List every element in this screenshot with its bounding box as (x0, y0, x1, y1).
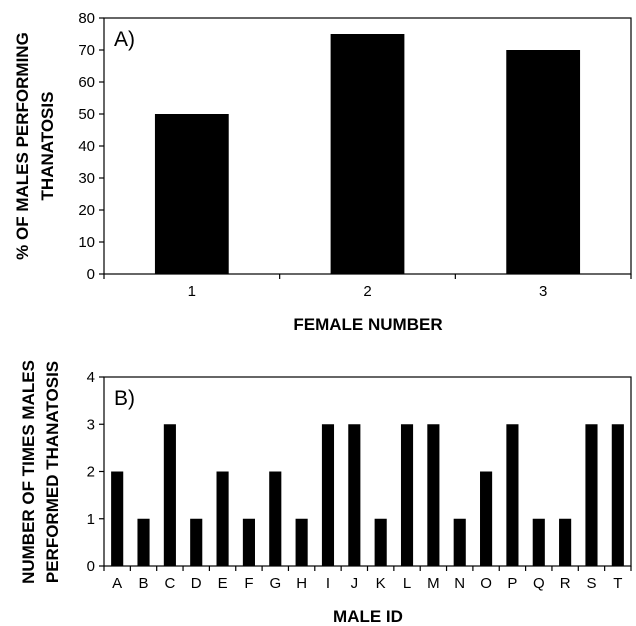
x-tick-label-b: J (351, 575, 359, 592)
bar-Q (532, 518, 545, 566)
chart-panel-a: A) FEMALE NUMBER % OF MALES PERFORMING T… (13, 10, 632, 334)
y-tick-label-a: 60 (78, 74, 95, 91)
bar-R (559, 518, 572, 566)
bar-H (295, 518, 308, 566)
x-tick-label-b: L (403, 575, 411, 592)
x-tick-label-b: H (296, 575, 307, 592)
x-tick-label-b: R (560, 575, 571, 592)
x-tick-label-b: T (613, 575, 622, 592)
x-tick-label-b: M (427, 575, 440, 592)
bar-A (111, 471, 124, 566)
bar-2 (330, 34, 405, 274)
y-axis-title-a-line2: THANATOSIS (38, 92, 57, 201)
bar-K (374, 518, 387, 566)
x-tick-label-b: D (191, 575, 202, 592)
y-tick-label-a: 0 (87, 266, 95, 283)
x-tick-label-b: I (326, 575, 330, 592)
x-tick-label-b: C (164, 575, 175, 592)
y-axis-title-b-line1: NUMBER OF TIMES MALES (19, 360, 38, 584)
y-tick-label-a: 70 (78, 42, 95, 59)
chart-panel-b: B) MALE ID NUMBER OF TIMES MALES PERFORM… (19, 360, 632, 626)
bar-F (242, 518, 255, 566)
y-axis-title-b-line2: PERFORMED THANATOSIS (43, 361, 62, 583)
y-tick-label-b: 2 (87, 464, 95, 481)
y-tick-label-a: 10 (78, 234, 95, 251)
bar-T (611, 424, 624, 566)
y-tick-label-a: 40 (78, 138, 95, 155)
plot-area-b (103, 376, 632, 567)
x-tick-label-b: G (269, 575, 281, 592)
x-tick-label-b: B (139, 575, 149, 592)
y-tick-label-b: 1 (87, 511, 95, 528)
x-tick-label-b: O (480, 575, 492, 592)
bar-L (400, 424, 414, 566)
bar-I (321, 424, 335, 566)
x-tick-label-b: K (376, 575, 386, 592)
x-tick-label-b: N (454, 575, 465, 592)
y-tick-label-b: 3 (87, 416, 95, 433)
y-tick-label-a: 50 (78, 106, 95, 123)
x-tick-label-b: P (507, 575, 517, 592)
panel-label-a: A) (114, 28, 135, 51)
y-tick-label-a: 20 (78, 202, 95, 219)
bar-E (216, 471, 229, 566)
y-tick-label-b: 0 (87, 558, 95, 575)
bar-N (453, 518, 466, 566)
x-tick-label-a: 3 (539, 283, 547, 300)
bar-P (506, 424, 519, 566)
panel-label-b: B) (114, 387, 135, 410)
x-axis-title-a: FEMALE NUMBER (293, 315, 442, 334)
x-tick-label-b: F (244, 575, 253, 592)
bar-D (190, 518, 203, 566)
x-tick-label-b: Q (533, 575, 545, 592)
x-tick-label-a: 1 (188, 283, 196, 300)
bar-3 (506, 50, 581, 274)
bar-O (480, 471, 493, 566)
x-tick-label-a: 2 (363, 283, 371, 300)
bar-J (348, 424, 361, 566)
bar-C (163, 424, 176, 566)
y-tick-label-a: 30 (78, 170, 95, 187)
x-tick-label-b: S (586, 575, 596, 592)
bar-M (427, 424, 440, 566)
bar-S (585, 424, 598, 566)
y-axis-title-a-line1: % OF MALES PERFORMING (13, 32, 32, 260)
x-axis-title-b: MALE ID (333, 607, 403, 626)
x-tick-label-b: E (218, 575, 228, 592)
bar-1 (154, 114, 229, 274)
bar-B (137, 518, 150, 566)
x-tick-label-b: A (112, 575, 122, 592)
bar-G (269, 471, 282, 566)
y-tick-label-b: 4 (87, 369, 95, 386)
y-tick-label-a: 80 (78, 10, 95, 27)
